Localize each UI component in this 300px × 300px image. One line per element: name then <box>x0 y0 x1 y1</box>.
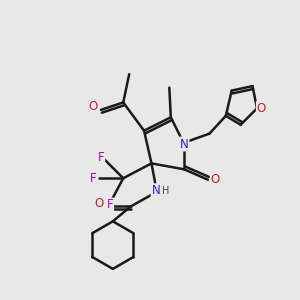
Text: O: O <box>95 197 104 210</box>
Text: F: F <box>106 199 113 212</box>
Text: F: F <box>90 172 97 185</box>
Text: F: F <box>98 151 104 164</box>
Text: O: O <box>88 100 97 113</box>
Text: O: O <box>211 173 220 186</box>
Text: H: H <box>163 186 170 196</box>
Text: N: N <box>152 184 160 197</box>
Text: O: O <box>257 102 266 115</box>
Text: N: N <box>180 138 189 151</box>
